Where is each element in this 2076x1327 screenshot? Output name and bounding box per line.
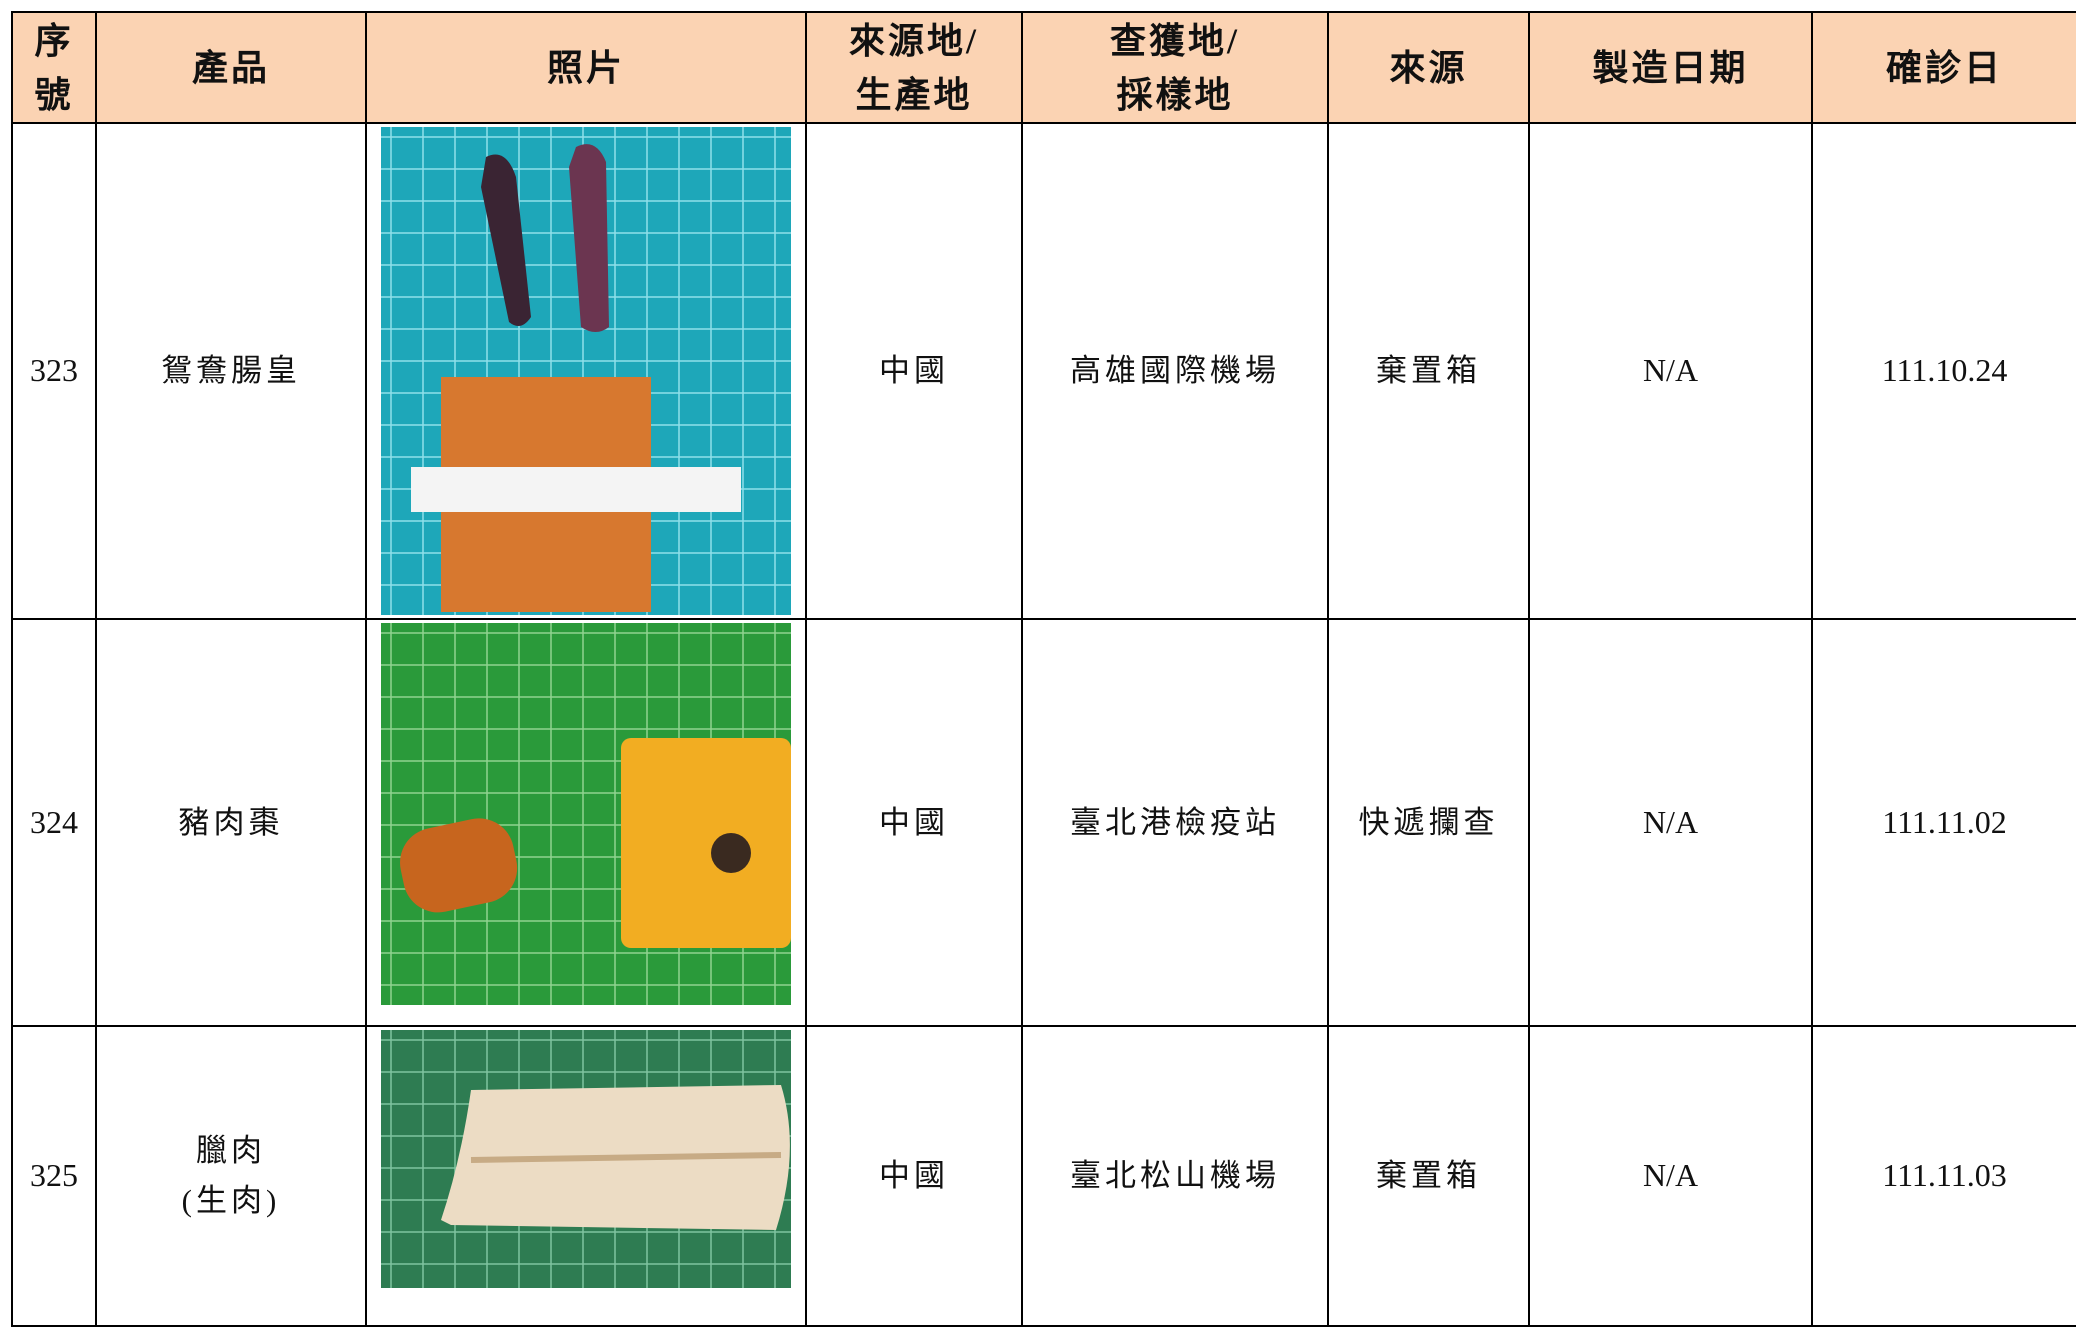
text-line: 來源地/ (848, 20, 979, 61)
product-name: 鴛鴦腸皇 (95, 122, 367, 620)
text-line: 照片 (546, 47, 625, 88)
seized-location: 高雄國際機場 (1021, 122, 1329, 620)
text-line: 臘肉 (196, 1133, 266, 1169)
serial-number: 323 (11, 122, 97, 620)
product-name: 豬肉棗 (95, 618, 367, 1027)
sausage-piece (400, 818, 518, 913)
product-photo (381, 623, 791, 1005)
packet (621, 738, 791, 948)
manufacture-date: N/A (1528, 618, 1813, 1027)
photo-cell (365, 618, 807, 1027)
text-line: 豬肉棗 (178, 804, 284, 840)
header-cell: 來源 (1327, 11, 1530, 124)
seized-location: 臺北港檢疫站 (1021, 618, 1329, 1027)
text-line: 採樣地 (1116, 74, 1234, 115)
product-name: 臘肉 (生肉) (95, 1025, 367, 1327)
data-row: 324 豬肉棗 中國 臺北港檢疫站 快遞攔查 N/A 111.11.02 (11, 618, 2076, 1027)
text-line: 查獲地/ (1109, 20, 1240, 61)
sausage (569, 144, 609, 332)
meat-layer (470, 1152, 782, 1163)
product-photo (381, 1030, 791, 1288)
photo-cell (365, 1025, 807, 1327)
header-cell: 來源地/生產地 (805, 11, 1023, 124)
photo-cell (365, 122, 807, 620)
source: 棄置箱 (1327, 122, 1530, 620)
text-line: 來源 (1389, 47, 1468, 88)
sausage (481, 154, 531, 326)
seized-location: 臺北松山機場 (1021, 1025, 1329, 1327)
text-line: 序 (34, 20, 74, 61)
origin: 中國 (805, 122, 1023, 620)
text-line: 產品 (191, 47, 270, 88)
packet-seal (711, 833, 751, 873)
origin: 中國 (805, 618, 1023, 1027)
origin: 中國 (805, 1025, 1023, 1327)
header-cell: 產品 (95, 11, 367, 124)
text-line: (生肉) (181, 1183, 281, 1218)
text-line: 製造日期 (1592, 47, 1749, 88)
source: 快遞攔查 (1327, 618, 1530, 1027)
product-table: 序號產品 照片 來源地/生產地 查獲地/採樣地 來源 製造日期 確診日 323 鴛鴦腸皇 中國高… (11, 11, 2076, 1327)
text-line: 鴛鴦腸皇 (161, 353, 301, 389)
data-row: 325 臘肉 (生肉) 中國 臺北松山機場 棄置箱 N/A 111.11.03 (11, 1025, 2076, 1327)
header-cell: 序號 (11, 11, 97, 124)
text-line: 號 (34, 74, 74, 115)
data-row: 323 鴛鴦腸皇 中國 高雄國際機場 棄置箱 N/A 111.10.24 (11, 122, 2076, 620)
header-cell: 製造日期 (1528, 11, 1813, 124)
serial-number: 324 (11, 618, 97, 1027)
serial-number: 325 (11, 1025, 97, 1327)
diagnosis-date: 111.11.03 (1811, 1025, 2076, 1327)
manufacture-date: N/A (1528, 122, 1813, 620)
label-strip (411, 467, 741, 512)
header-cell: 確診日 (1811, 11, 2076, 124)
text-line: 確診日 (1885, 47, 2003, 88)
header-row: 序號產品 照片 來源地/生產地 查獲地/採樣地 來源 製造日期 確診日 (11, 11, 2076, 124)
manufacture-date: N/A (1528, 1025, 1813, 1327)
text-line: 生產地 (855, 74, 973, 115)
header-cell: 查獲地/採樣地 (1021, 11, 1329, 124)
source: 棄置箱 (1327, 1025, 1530, 1327)
diagnosis-date: 111.11.02 (1811, 618, 2076, 1027)
header-cell: 照片 (365, 11, 807, 124)
diagnosis-date: 111.10.24 (1811, 122, 2076, 620)
page: {"table": { "headers": [["序", "號"], ["產品… (11, 11, 2076, 1327)
product-photo (381, 127, 791, 615)
